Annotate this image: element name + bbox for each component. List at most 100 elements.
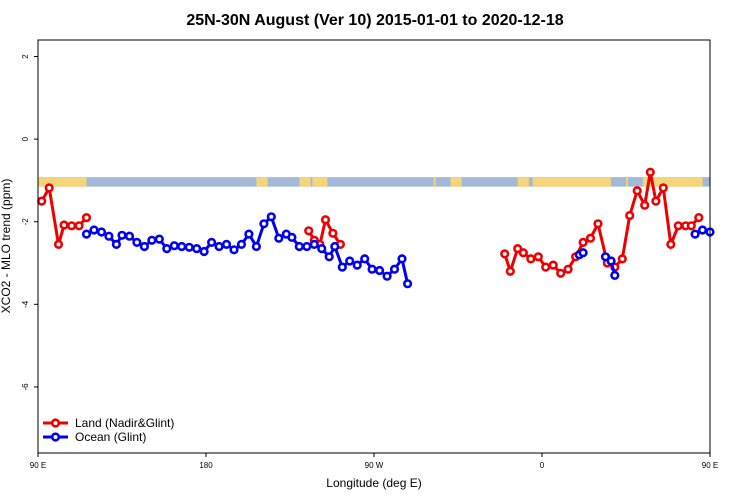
data-point-ocean: [578, 248, 588, 258]
data-point-land: [505, 266, 515, 276]
data-point-ocean: [360, 254, 370, 264]
data-point-land: [53, 239, 64, 249]
land-segment: [532, 177, 612, 187]
data-point-ocean: [606, 256, 616, 266]
land-segment: [450, 177, 462, 187]
data-point-ocean: [236, 239, 247, 249]
data-point-ocean: [251, 241, 261, 252]
data-point-land: [533, 252, 543, 262]
data-point-land: [37, 196, 47, 206]
x-axis-label: Longitude (deg E): [326, 476, 421, 490]
land-segment: [38, 177, 87, 187]
y-tick-label: -4: [21, 300, 30, 308]
data-point-ocean: [244, 229, 254, 239]
data-point-land: [513, 244, 523, 254]
legend-label-ocean: Ocean (Glint): [75, 430, 146, 444]
land-segment: [299, 177, 311, 187]
x-tick-label: 90 W: [365, 461, 384, 470]
data-point-ocean: [184, 242, 194, 252]
land-segment: [312, 177, 324, 187]
data-point-land: [541, 262, 551, 272]
legend-label-land: Land (Nadir&Glint): [75, 416, 174, 430]
y-axis: 2 0 -2 -4 -6: [21, 54, 38, 391]
data-point-land: [59, 220, 69, 230]
data-point-ocean: [169, 241, 179, 251]
data-point-ocean: [287, 232, 297, 242]
land-segment: [642, 177, 703, 187]
data-point-ocean: [104, 231, 114, 241]
data-point-ocean: [132, 237, 142, 247]
data-point-ocean: [403, 279, 413, 289]
data-point-ocean: [610, 270, 620, 281]
legend-marker-ocean: [50, 432, 61, 442]
legend: Land (Nadir&Glint)Ocean (Glint): [43, 416, 174, 444]
data-point-land: [651, 196, 661, 206]
data-point-land: [640, 200, 650, 210]
data-point-land: [666, 239, 676, 249]
data-point-land: [673, 221, 683, 231]
data-point-land: [81, 213, 92, 223]
data-point-land: [500, 249, 510, 259]
y-tick-label: 2: [21, 54, 30, 59]
data-point-ocean: [111, 239, 121, 249]
land-segment: [256, 177, 261, 187]
data-point-land: [563, 264, 573, 274]
data-point-ocean: [199, 246, 209, 257]
land-segment: [433, 177, 436, 187]
data-point-land: [593, 219, 603, 229]
data-point-ocean: [697, 225, 708, 235]
data-point-land: [585, 233, 596, 243]
y-axis-label: XCO2 - MLO trend (ppm): [0, 179, 13, 314]
data-point-land: [548, 260, 558, 270]
land-segment: [517, 177, 529, 187]
data-point-ocean: [177, 241, 187, 252]
data-point-land: [625, 210, 635, 221]
data-point-ocean: [162, 244, 172, 254]
chart-title: 25N-30N August (Ver 10) 2015-01-01 to 20…: [186, 12, 563, 29]
data-point-ocean: [309, 239, 319, 249]
land-ocean-strip: [38, 177, 710, 187]
series-line-ocean: [85, 214, 410, 285]
ocean-strip: [38, 177, 710, 187]
y-tick-label: 0: [21, 136, 30, 141]
series-land: [37, 167, 704, 278]
land-segment: [323, 177, 328, 187]
series-line-land: [40, 183, 88, 245]
series-ocean: [81, 212, 715, 289]
data-point-ocean: [274, 233, 284, 243]
data-point-land: [686, 221, 696, 231]
data-point-ocean: [389, 264, 400, 274]
data-point-ocean: [294, 241, 304, 252]
x-axis: 90 E 180 90 W 0 90 E: [30, 453, 718, 470]
data-point-land: [66, 221, 77, 231]
data-point-ocean: [229, 245, 239, 255]
data-point-land: [694, 213, 704, 223]
data-point-land: [578, 237, 588, 247]
data-point-ocean: [375, 265, 385, 276]
data-point-ocean: [345, 256, 355, 266]
y-tick-label: -6: [21, 383, 30, 391]
data-point-land: [304, 226, 314, 236]
x-tick-label: 90 E: [702, 461, 718, 470]
y-tick-label: -2: [21, 218, 30, 226]
data-point-ocean: [330, 241, 340, 252]
data-point-land: [526, 254, 536, 264]
data-point-ocean: [221, 239, 232, 249]
land-segment: [260, 177, 268, 187]
data-point-ocean: [382, 271, 392, 281]
data-point-ocean: [259, 219, 269, 229]
data-point-land: [645, 167, 655, 177]
data-point-ocean: [397, 254, 407, 264]
data-point-ocean: [302, 241, 312, 252]
data-point-ocean: [207, 237, 217, 247]
data-point-ocean: [139, 241, 149, 252]
data-point-ocean: [89, 225, 99, 235]
data-point-ocean: [117, 230, 127, 240]
data-point-ocean: [154, 234, 164, 244]
data-point-ocean: [96, 227, 107, 237]
data-point-ocean: [352, 260, 362, 270]
data-point-land: [44, 183, 54, 193]
data-point-ocean: [124, 231, 135, 241]
x-tick-label: 90 E: [30, 461, 46, 470]
